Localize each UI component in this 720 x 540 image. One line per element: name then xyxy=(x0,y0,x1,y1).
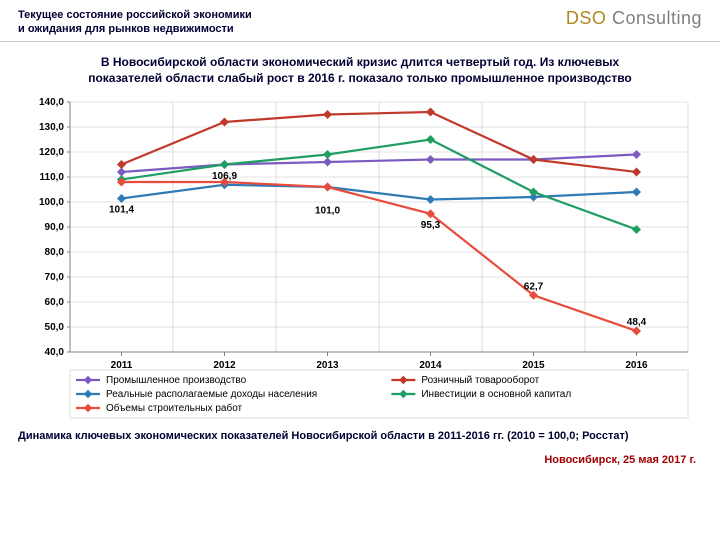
header-bar: Текущее состояние российской экономики и… xyxy=(0,0,720,42)
marker xyxy=(323,150,332,159)
svg-text:50,0: 50,0 xyxy=(45,322,65,333)
svg-text:40,0: 40,0 xyxy=(45,347,65,358)
svg-text:2016: 2016 xyxy=(625,360,648,371)
logo: DSO Consulting xyxy=(566,8,702,29)
svg-text:130,0: 130,0 xyxy=(39,122,64,133)
legend-investment: Инвестиции в основной капитал xyxy=(421,389,571,400)
marker xyxy=(632,167,641,176)
marker xyxy=(426,195,435,204)
marker xyxy=(323,110,332,119)
svg-text:2015: 2015 xyxy=(522,360,545,371)
svg-text:95,3: 95,3 xyxy=(421,220,441,231)
svg-text:100,0: 100,0 xyxy=(39,197,64,208)
svg-text:101,0: 101,0 xyxy=(315,205,340,216)
svg-text:48,4: 48,4 xyxy=(627,317,647,328)
svg-text:70,0: 70,0 xyxy=(45,272,65,283)
marker xyxy=(426,135,435,144)
svg-text:101,4: 101,4 xyxy=(109,204,134,215)
marker xyxy=(117,194,126,203)
svg-text:2014: 2014 xyxy=(419,360,442,371)
logo-consulting: Consulting xyxy=(606,8,702,28)
marker xyxy=(323,182,332,191)
marker xyxy=(529,187,538,196)
header-title: Текущее состояние российской экономики и… xyxy=(18,8,252,37)
marker xyxy=(220,160,229,169)
svg-text:62,7: 62,7 xyxy=(524,281,544,292)
legend-industrial: Промышленное производство xyxy=(106,375,247,386)
marker xyxy=(426,107,435,116)
svg-text:106,9: 106,9 xyxy=(212,171,237,182)
svg-text:2011: 2011 xyxy=(111,360,133,371)
footer-text: Новосибирск, 25 мая 2017 г. xyxy=(0,444,720,466)
marker xyxy=(117,160,126,169)
marker xyxy=(426,155,435,164)
subtitle-l2: показателей области слабый рост в 2016 г… xyxy=(88,71,632,85)
marker xyxy=(529,155,538,164)
legend-income: Реальные располагаемые доходы населения xyxy=(106,389,317,400)
svg-text:120,0: 120,0 xyxy=(39,147,64,158)
subtitle-l1: В Новосибирской области экономический кр… xyxy=(101,55,619,69)
header-title-l2: и ожидания для рынков недвижимости xyxy=(18,23,234,35)
legend-construction: Объемы строительных работ xyxy=(106,402,243,414)
legend-retail: Розничный товарооборот xyxy=(421,374,539,386)
svg-text:90,0: 90,0 xyxy=(45,222,65,233)
marker xyxy=(220,117,229,126)
svg-text:80,0: 80,0 xyxy=(45,247,65,258)
svg-text:2013: 2013 xyxy=(316,360,339,371)
chart-subtitle: В Новосибирской области экономический кр… xyxy=(0,42,720,92)
marker xyxy=(632,187,641,196)
svg-text:110,0: 110,0 xyxy=(40,172,65,183)
chart-container: 40,0 50,0 60,0 70,0 80,0 90,0 100,0 110,0 120,0 1… xyxy=(0,92,720,422)
marker xyxy=(632,150,641,159)
header-title-l1: Текущее состояние российской экономики xyxy=(18,9,252,21)
line-chart: 40,0 50,0 60,0 70,0 80,0 90,0 100,0 110,0 120,0 1… xyxy=(20,92,700,422)
svg-text:2012: 2012 xyxy=(213,360,236,371)
logo-dso: DSO xyxy=(566,8,607,28)
svg-text:60,0: 60,0 xyxy=(45,297,65,308)
svg-text:140,0: 140,0 xyxy=(39,97,64,108)
chart-caption: Динамика ключевых экономических показате… xyxy=(0,422,720,444)
marker xyxy=(632,225,641,234)
